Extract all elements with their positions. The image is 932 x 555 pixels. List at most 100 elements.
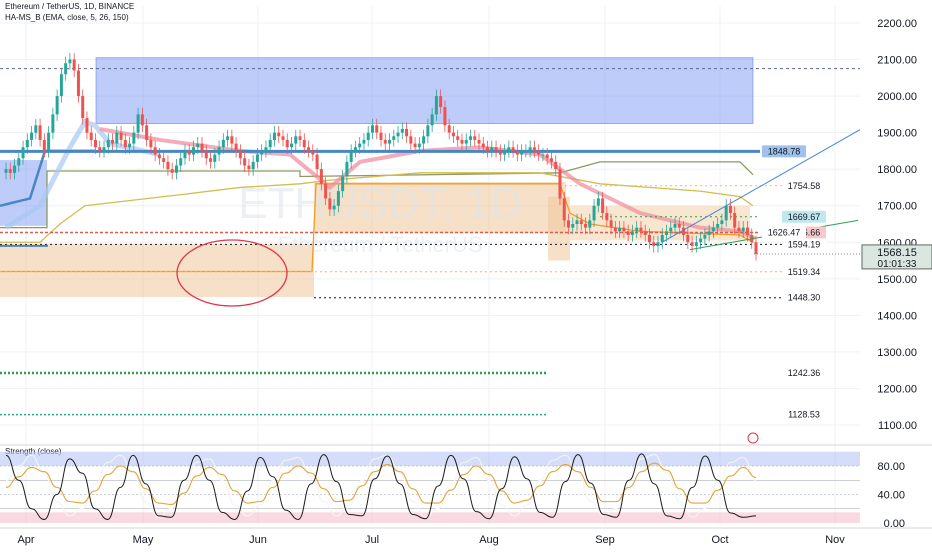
candle-body-51: [221, 139, 225, 148]
candle-body-173: [741, 227, 745, 232]
candle-body-103: [443, 107, 447, 126]
level-tag-bg-6: [782, 238, 826, 251]
candle-body-6: [30, 132, 34, 140]
level-tag-7: 1519.34: [782, 265, 826, 278]
y-tick-label-0: 2200.00: [877, 18, 917, 30]
candle-body-128: [549, 158, 553, 162]
candle-body-162: [694, 242, 698, 246]
level-tag-bg-9: [782, 366, 826, 379]
candle-body-79: [341, 176, 345, 192]
candle-body-111: [477, 139, 481, 144]
candle-body-63: [272, 132, 276, 140]
level-tag-text-9: 1242.36: [788, 368, 821, 378]
candle-body-19: [85, 118, 89, 133]
candle-body-81: [349, 150, 353, 162]
level-tag-9: 1242.36: [782, 366, 826, 379]
candle-body-48: [209, 158, 213, 162]
candle-body-125: [537, 150, 541, 155]
y-tick-label-4: 1800.00: [877, 164, 917, 176]
y-tick-label-11: 1100.00: [878, 420, 917, 432]
candle-body-145: [622, 227, 626, 232]
candle-body-9: [42, 139, 46, 151]
candle-body-137: [588, 220, 592, 228]
candle-body-97: [417, 143, 421, 148]
candle-body-58: [251, 161, 255, 170]
candle-body-73: [315, 154, 319, 170]
candle-body-86: [370, 125, 374, 133]
candle-body-123: [528, 147, 532, 151]
y-tick-label-9: 1300.00: [877, 347, 917, 359]
candle-body-24: [106, 139, 110, 148]
level-tag-bg-5: [762, 226, 806, 239]
candle-body-33: [145, 125, 149, 140]
candle-body-0: [4, 169, 8, 173]
x-tick-label-3: Jul: [365, 534, 379, 546]
candle-body-107: [460, 139, 464, 144]
candle-body-72: [311, 150, 315, 155]
candle-body-124: [532, 147, 536, 151]
candle-body-12: [55, 96, 59, 115]
candle-body-130: [558, 169, 562, 199]
candle-body-92: [396, 132, 400, 137]
candle-body-131: [562, 198, 566, 221]
candle-body-96: [413, 143, 417, 148]
candle-body-60: [260, 150, 264, 155]
y-tick-label-10: 1200.00: [877, 383, 917, 395]
candle-body-78: [336, 191, 340, 206]
candle-body-167: [716, 224, 720, 228]
y-tick-label-7: 1500.00: [877, 274, 917, 286]
candle-body-17: [76, 70, 80, 97]
candle-body-66: [285, 139, 289, 148]
candle-body-151: [647, 234, 651, 243]
candle-body-49: [213, 154, 217, 162]
candle-body-5: [25, 139, 29, 148]
yellow-trend-line: [0, 172, 754, 243]
candle-body-102: [439, 96, 443, 108]
candle-body-90: [388, 139, 392, 144]
candle-body-14: [64, 63, 68, 75]
candle-body-158: [677, 224, 681, 228]
candle-body-37: [162, 158, 166, 162]
x-tick-label-4: Aug: [479, 534, 499, 546]
candle-body-141: [605, 213, 609, 221]
candle-body-157: [673, 224, 677, 228]
candle-body-25: [111, 139, 115, 144]
candle-body-85: [366, 132, 370, 140]
level-tag-6: 1594.19: [782, 238, 826, 251]
candle-body-115: [494, 147, 498, 151]
light-blue-band: [4, 118, 161, 230]
level-tag-text-5: 1626.47: [768, 228, 801, 238]
candle-body-146: [626, 231, 630, 235]
candle-body-144: [618, 227, 622, 232]
x-tick-label-5: Sep: [595, 534, 615, 546]
orange-trend-line: [0, 183, 754, 273]
candle-body-136: [584, 224, 588, 228]
candle-body-120: [515, 150, 519, 155]
candle-body-46: [200, 143, 204, 151]
watermark-ticker: ETHUSDT, 1D: [238, 179, 522, 228]
candle-body-143: [613, 227, 617, 232]
y-tick-label-3: 1900.00: [877, 128, 917, 140]
candle-body-140: [601, 198, 605, 214]
candle-body-109: [468, 136, 472, 140]
candle-body-113: [486, 147, 490, 151]
x-tick-label-2: Jun: [249, 534, 267, 546]
ascending-trendline: [661, 129, 861, 243]
candle-body-142: [609, 220, 613, 228]
candle-body-59: [255, 154, 259, 162]
candle-body-88: [379, 132, 383, 140]
level-tag-text-10: 1128.53: [788, 410, 820, 420]
candle-body-118: [507, 147, 511, 151]
candle-body-44: [192, 147, 195, 155]
strength-tick-label-2: 0.00: [884, 518, 905, 530]
candle-body-147: [630, 231, 634, 235]
candle-body-39: [170, 169, 174, 173]
candle-body-101: [434, 96, 438, 115]
candle-body-176: [754, 242, 758, 254]
candle-body-154: [660, 234, 664, 243]
candle-body-50: [217, 147, 221, 155]
candle-body-116: [498, 150, 502, 155]
